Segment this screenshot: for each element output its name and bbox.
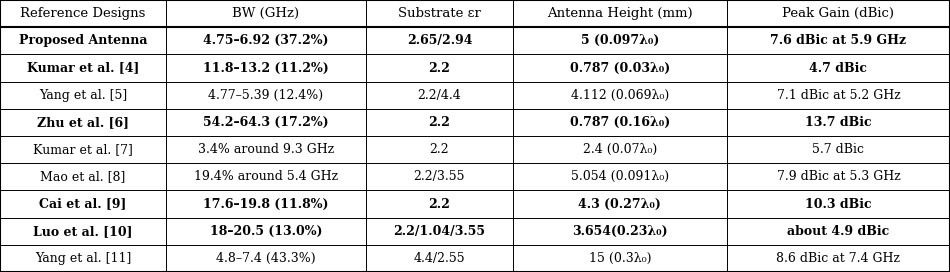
Text: 18–20.5 (13.0%): 18–20.5 (13.0%) [210, 225, 322, 238]
Text: 2.2: 2.2 [429, 143, 449, 156]
Text: 2.2/3.55: 2.2/3.55 [413, 170, 466, 183]
Text: 5 (0.097λ₀): 5 (0.097λ₀) [580, 34, 659, 47]
Text: 17.6–19.8 (11.8%): 17.6–19.8 (11.8%) [203, 197, 329, 211]
Text: Reference Designs: Reference Designs [21, 7, 145, 20]
Text: Mao et al. [8]: Mao et al. [8] [41, 170, 125, 183]
Text: 2.2: 2.2 [428, 61, 450, 75]
Text: 7.6 dBic at 5.9 GHz: 7.6 dBic at 5.9 GHz [770, 34, 906, 47]
Text: 4.8–7.4 (43.3%): 4.8–7.4 (43.3%) [217, 252, 315, 265]
Text: about 4.9 dBic: about 4.9 dBic [788, 225, 889, 238]
Text: 2.2: 2.2 [428, 197, 450, 211]
Text: 4.3 (0.27λ₀): 4.3 (0.27λ₀) [579, 197, 661, 211]
Text: Luo et al. [10]: Luo et al. [10] [33, 225, 133, 238]
Text: 5.7 dBic: 5.7 dBic [812, 143, 864, 156]
Text: 11.8–13.2 (11.2%): 11.8–13.2 (11.2%) [203, 61, 329, 75]
Text: Antenna Height (mm): Antenna Height (mm) [547, 7, 693, 20]
Text: 4.75–6.92 (37.2%): 4.75–6.92 (37.2%) [203, 34, 329, 47]
Text: 4.112 (0.069λ₀): 4.112 (0.069λ₀) [571, 89, 669, 102]
Text: 13.7 dBic: 13.7 dBic [805, 116, 872, 129]
Text: 2.2/4.4: 2.2/4.4 [417, 89, 462, 102]
Text: Yang et al. [11]: Yang et al. [11] [35, 252, 131, 265]
Text: 0.787 (0.16λ₀): 0.787 (0.16λ₀) [570, 116, 670, 129]
Text: Yang et al. [5]: Yang et al. [5] [39, 89, 127, 102]
Text: Substrate εr: Substrate εr [398, 7, 481, 20]
Text: 2.4 (0.07λ₀): 2.4 (0.07λ₀) [582, 143, 657, 156]
Text: 10.3 dBic: 10.3 dBic [805, 197, 872, 211]
Text: 2.2/1.04/3.55: 2.2/1.04/3.55 [393, 225, 485, 238]
Text: 2.2: 2.2 [428, 116, 450, 129]
Text: Zhu et al. [6]: Zhu et al. [6] [37, 116, 129, 129]
Text: Proposed Antenna: Proposed Antenna [19, 34, 147, 47]
Text: 19.4% around 5.4 GHz: 19.4% around 5.4 GHz [194, 170, 338, 183]
Text: 8.6 dBic at 7.4 GHz: 8.6 dBic at 7.4 GHz [776, 252, 901, 265]
Text: 4.77–5.39 (12.4%): 4.77–5.39 (12.4%) [208, 89, 324, 102]
Text: 15 (0.3λ₀): 15 (0.3λ₀) [589, 252, 651, 265]
Text: BW (GHz): BW (GHz) [233, 7, 299, 20]
Text: 54.2–64.3 (17.2%): 54.2–64.3 (17.2%) [203, 116, 329, 129]
Text: 0.787 (0.03λ₀): 0.787 (0.03λ₀) [570, 61, 670, 75]
Text: 7.1 dBic at 5.2 GHz: 7.1 dBic at 5.2 GHz [776, 89, 901, 102]
Text: 2.65/2.94: 2.65/2.94 [407, 34, 472, 47]
Text: Cai et al. [9]: Cai et al. [9] [40, 197, 126, 211]
Text: 4.7 dBic: 4.7 dBic [809, 61, 867, 75]
Text: 7.9 dBic at 5.3 GHz: 7.9 dBic at 5.3 GHz [776, 170, 901, 183]
Text: Peak Gain (dBic): Peak Gain (dBic) [783, 7, 894, 20]
Text: 5.054 (0.091λ₀): 5.054 (0.091λ₀) [571, 170, 669, 183]
Text: 3.4% around 9.3 GHz: 3.4% around 9.3 GHz [198, 143, 334, 156]
Text: Kumar et al. [4]: Kumar et al. [4] [27, 61, 140, 75]
Text: Kumar et al. [7]: Kumar et al. [7] [33, 143, 133, 156]
Text: 4.4/2.55: 4.4/2.55 [413, 252, 466, 265]
Text: 3.654(0.23λ₀): 3.654(0.23λ₀) [572, 225, 668, 238]
